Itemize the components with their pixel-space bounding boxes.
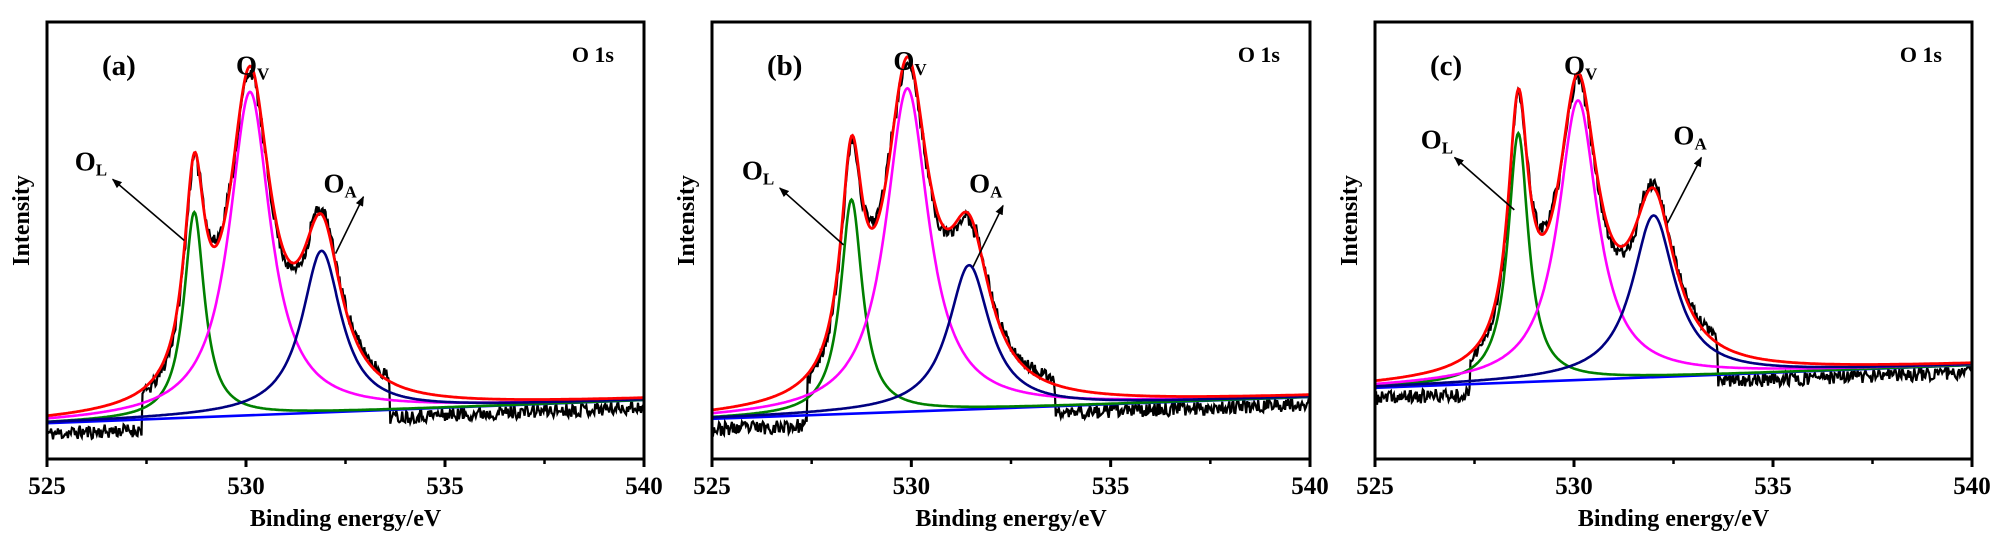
panel-label: (c) — [1430, 50, 1462, 82]
x-tick-label: 525 — [1356, 473, 1394, 500]
peak-label-subscript: A — [1694, 134, 1707, 153]
x-tick-label: 530 — [1555, 473, 1593, 500]
spectrum-label: O 1s — [572, 42, 615, 67]
peak-label-l: OL — [75, 147, 107, 180]
plot-frame — [710, 20, 1312, 461]
panel-label: (b) — [767, 50, 802, 82]
x-tick-label: 540 — [1953, 473, 1991, 500]
spectrum-label: O 1s — [1900, 42, 1943, 67]
panel-label: (a) — [102, 50, 136, 82]
y-axis-title: Intensity — [1337, 175, 1363, 266]
x-tick-label: 535 — [1092, 473, 1130, 500]
panel-c: 525 530 535 540 Binding energy/eV Intensity (c… — [1337, 20, 1991, 532]
x-axis-title: Binding energy/eV — [1578, 506, 1770, 532]
component-o-l — [1375, 130, 1972, 388]
peak-label-subscript: V — [914, 60, 927, 79]
peak-label-subscript: L — [1442, 139, 1453, 158]
peak-label-v: OV — [1564, 50, 1598, 83]
component-o-a — [711, 263, 1310, 419]
component-o-a — [1374, 214, 1972, 388]
peak-label-subscript: V — [257, 64, 270, 83]
peak-label-subscript: L — [763, 169, 774, 188]
annotation-arrow — [779, 187, 845, 246]
peak-label-subscript: A — [345, 182, 358, 201]
annotation-arrow — [111, 178, 185, 242]
x-tick-label: 535 — [1754, 473, 1792, 500]
annotation-arrow — [1453, 156, 1515, 211]
x-tick-label: 530 — [893, 473, 931, 500]
x-tick-label: 525 — [693, 473, 731, 500]
annotation-arrow — [334, 195, 365, 254]
component-o-v — [711, 86, 1310, 415]
peak-label-subscript: L — [96, 161, 107, 180]
annotation-arrow — [1666, 156, 1703, 224]
x-tick-label: 535 — [426, 473, 464, 500]
peak-label-l: OL — [742, 155, 774, 188]
panel-b: 525 530 535 540 Binding energy/eV Intensity (b… — [674, 20, 1329, 532]
peak-label-a: OA — [1673, 120, 1707, 153]
x-tick-label: 525 — [28, 473, 66, 500]
component-o-a — [46, 249, 645, 424]
fit-envelope-line — [46, 64, 644, 418]
x-tick-label: 540 — [625, 473, 663, 500]
fit-envelope-line — [711, 55, 1310, 412]
peak-label-a: OA — [324, 168, 358, 201]
x-axis-title: Binding energy/eV — [250, 506, 442, 532]
x-tick-label: 530 — [227, 473, 265, 500]
raw-data-line — [46, 69, 645, 441]
y-axis-title: Intensity — [674, 175, 700, 266]
component-o-l — [711, 197, 1310, 419]
peak-label-l: OL — [1421, 125, 1453, 158]
raw-data-line — [1373, 70, 1974, 406]
component-o-v — [46, 90, 645, 420]
plot-frame — [1373, 20, 1974, 461]
peak-label-a: OA — [969, 168, 1003, 201]
peak-label-v: OV — [236, 50, 270, 83]
peak-label-subscript: A — [990, 182, 1003, 201]
x-tick-label: 540 — [1291, 473, 1329, 500]
fit-envelope-line — [1374, 71, 1972, 383]
component-o-l — [47, 209, 644, 424]
peak-label-subscript: V — [1585, 64, 1598, 83]
y-axis-title: Intensity — [9, 175, 35, 266]
spectrum-label: O 1s — [1238, 42, 1281, 67]
peak-label-v: OV — [893, 46, 927, 79]
panel-a: 525 530 535 540 Binding energy/eV Intensity (a… — [9, 20, 663, 532]
x-axis-title: Binding energy/eV — [915, 506, 1107, 532]
annotation-arrow — [972, 204, 1004, 268]
